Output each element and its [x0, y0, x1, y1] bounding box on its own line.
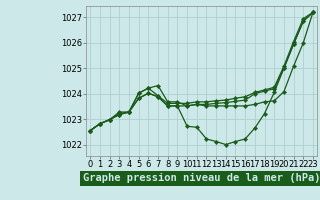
X-axis label: Graphe pression niveau de la mer (hPa): Graphe pression niveau de la mer (hPa) [83, 173, 320, 183]
